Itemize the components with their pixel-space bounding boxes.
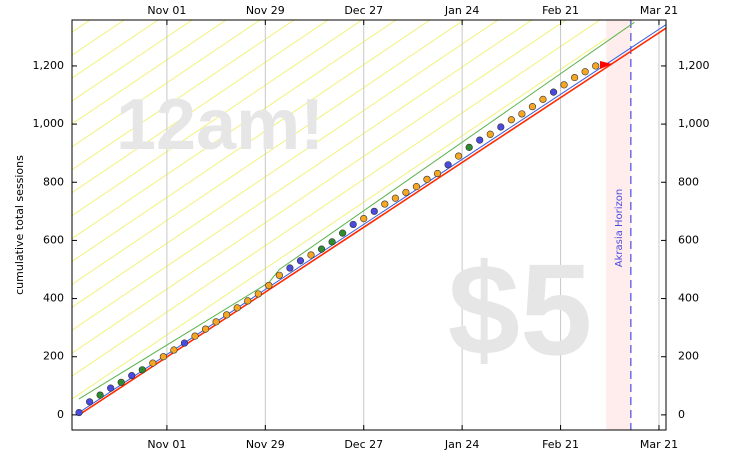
datapoint [138, 366, 146, 374]
y-tick-label: 600 [43, 233, 64, 246]
safety-hatch [72, 20, 635, 399]
datapoint [159, 353, 167, 361]
y-tick-label-right: 1,200 [678, 59, 710, 72]
datapoint [391, 194, 399, 202]
datapoint [296, 257, 305, 265]
datapoint [96, 391, 104, 399]
watermark-time: 12am! [116, 85, 324, 165]
datapoint [317, 245, 326, 253]
datapoint [286, 264, 294, 272]
datapoint [497, 123, 505, 131]
datapoint [412, 183, 421, 191]
datapoint [581, 68, 589, 76]
x-tick-label-top: Dec 27 [344, 4, 383, 17]
datapoint [254, 290, 262, 298]
datapoint [423, 175, 431, 183]
datapoint [549, 88, 558, 96]
x-tick-label-top: Nov 29 [246, 4, 285, 17]
datapoint [528, 103, 537, 111]
datapoint [201, 325, 210, 333]
datapoint [223, 311, 231, 319]
plot-area: Akrasia Horizon [75, 20, 666, 430]
datapoint [117, 378, 125, 386]
datapoint [465, 143, 473, 151]
datapoint [360, 215, 368, 223]
y-tick-label: 800 [43, 175, 64, 188]
datapoint [402, 188, 410, 197]
y-tick-label-right: 600 [678, 233, 699, 246]
x-tick-label: Mar 21 [640, 438, 678, 451]
datapoint [128, 372, 136, 380]
datapoint [328, 238, 336, 246]
datapoint [191, 332, 199, 340]
y-tick-label-right: 0 [678, 408, 685, 421]
plot-frame [71, 19, 667, 431]
datapoint [233, 304, 241, 312]
x-tick-label-top: Nov 01 [147, 4, 186, 17]
datapoint [370, 207, 378, 215]
datapoint [244, 297, 252, 305]
datapoint [539, 95, 547, 103]
y-tick-label: 1,000 [33, 117, 65, 130]
x-tick-label: Dec 27 [344, 438, 383, 451]
datapoint [85, 398, 94, 406]
datapoint [486, 130, 494, 138]
datapoint [455, 152, 463, 160]
road-arrow [600, 61, 612, 69]
datapoint [149, 359, 157, 367]
x-tick-label: Feb 21 [542, 438, 579, 451]
horizon-label: Akrasia Horizon [614, 189, 625, 267]
datapoint [444, 161, 452, 169]
x-tick-label-top: Feb 21 [542, 4, 579, 17]
x-tick-label: Jan 24 [444, 438, 479, 451]
y-tick-label: 0 [57, 408, 64, 421]
datapoint [212, 318, 220, 326]
y-tick-label-right: 800 [678, 175, 699, 188]
y-tick-label: 400 [43, 292, 64, 305]
datapoint [560, 81, 568, 89]
watermark-amount: $5 [448, 236, 593, 382]
road-line [78, 21, 635, 400]
x-tick-label: Nov 29 [246, 438, 285, 451]
x-tick-label-top: Mar 21 [640, 4, 678, 17]
datapoint [170, 346, 178, 354]
axes: Nov 01 Nov 01 Nov 29 Nov 29 Dec 27 Dec 27 Jan … [33, 4, 710, 451]
datapoint [275, 271, 283, 279]
datapoint [433, 169, 442, 178]
x-tick-label-top: Jan 24 [444, 4, 479, 17]
road-line [78, 24, 666, 413]
datapoint [381, 200, 389, 208]
datapoint [592, 62, 600, 70]
plot-background [72, 20, 660, 430]
datapoint [180, 339, 189, 347]
y-axis-label: cumulative total sessions [13, 155, 26, 295]
datapoint [107, 384, 115, 392]
datapoint [307, 251, 315, 259]
datapoint [518, 110, 526, 118]
datapoint [349, 220, 357, 229]
datapoint [265, 281, 273, 290]
y-tick-label-right: 200 [678, 350, 699, 363]
y-tick-label-right: 400 [678, 292, 699, 305]
x-tick-label: Nov 01 [147, 438, 186, 451]
horizon-zone [606, 20, 631, 430]
y-tick-label: 1,200 [33, 59, 65, 72]
datapoint [75, 408, 83, 417]
datapoint [507, 116, 515, 124]
y-tick-label: 200 [43, 350, 64, 363]
datapoint [476, 136, 484, 144]
datapoint [339, 229, 347, 237]
datapoint [571, 73, 579, 82]
y-tick-label-right: 1,000 [678, 117, 710, 130]
